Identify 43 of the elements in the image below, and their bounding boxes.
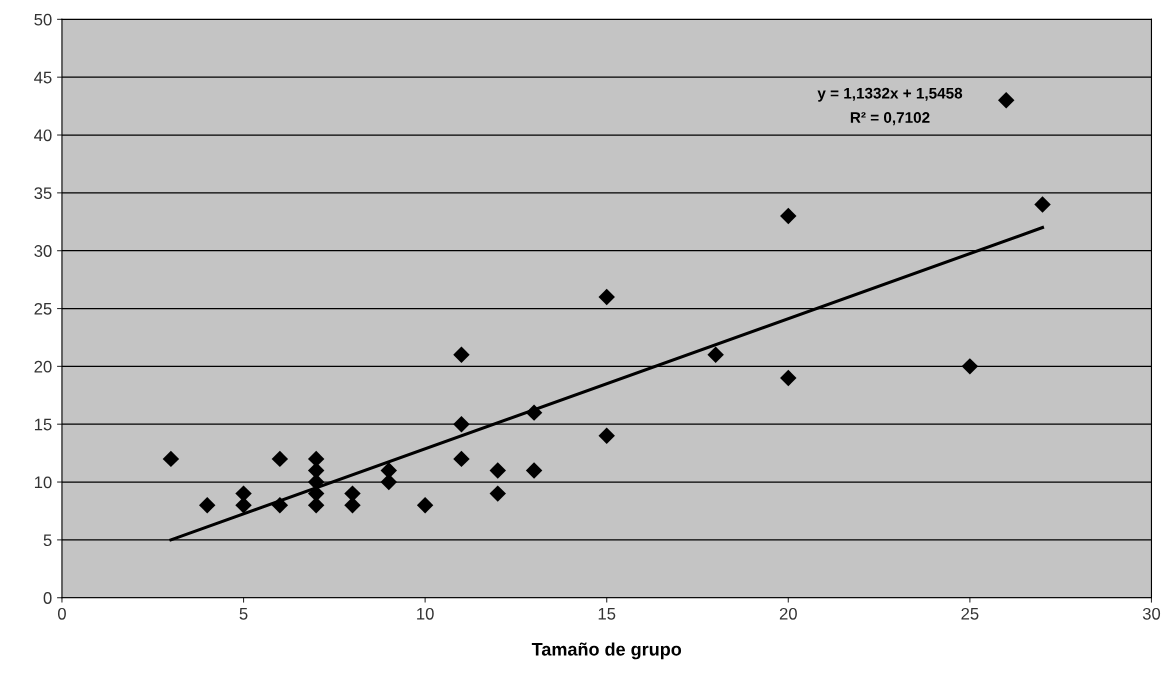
point xyxy=(453,415,470,433)
y-tick-label: 0 xyxy=(43,592,52,604)
point xyxy=(1034,196,1051,213)
point xyxy=(525,462,543,479)
point xyxy=(780,207,797,225)
point xyxy=(780,369,797,387)
y-tick-label: 50 xyxy=(34,13,52,26)
point xyxy=(525,404,543,421)
annotation: y = 1,1332x + 1,5458 xyxy=(817,87,963,102)
point xyxy=(598,288,615,306)
y-tick-label: 10 xyxy=(34,476,52,489)
x-tick-label: 30 xyxy=(1142,607,1161,620)
y-tick-label: 35 xyxy=(34,187,52,200)
point xyxy=(961,358,979,375)
y-tick-label: 45 xyxy=(34,71,52,84)
point xyxy=(199,496,216,514)
point xyxy=(489,462,506,479)
x-tick-label: 10 xyxy=(417,607,434,620)
point xyxy=(271,450,289,468)
point xyxy=(344,485,361,502)
x-tick-label: 0 xyxy=(57,607,66,620)
point xyxy=(489,485,506,502)
y-tick-label: 15 xyxy=(34,418,52,431)
y-tick-label: 40 xyxy=(34,129,52,142)
x-tick-label: 15 xyxy=(598,608,616,620)
y-tick-label: 20 xyxy=(34,360,52,373)
point xyxy=(997,92,1015,109)
point xyxy=(416,496,434,514)
x-tick-label: 5 xyxy=(239,608,248,620)
x-axis-title: Tamaño de grupo xyxy=(531,642,682,660)
point xyxy=(453,450,470,468)
x-tick-label: 20 xyxy=(779,607,797,620)
y-tick-label: 25 xyxy=(34,302,52,315)
point xyxy=(235,485,252,502)
x-tick-label: 25 xyxy=(961,607,979,620)
point xyxy=(271,496,289,514)
y-tick-label: 30 xyxy=(34,245,52,257)
point xyxy=(598,427,615,444)
y-tick-label: 5 xyxy=(43,534,52,547)
point xyxy=(453,346,470,364)
annotation: R² = 0,7102 xyxy=(850,112,930,126)
point xyxy=(162,450,180,468)
point xyxy=(707,346,724,364)
